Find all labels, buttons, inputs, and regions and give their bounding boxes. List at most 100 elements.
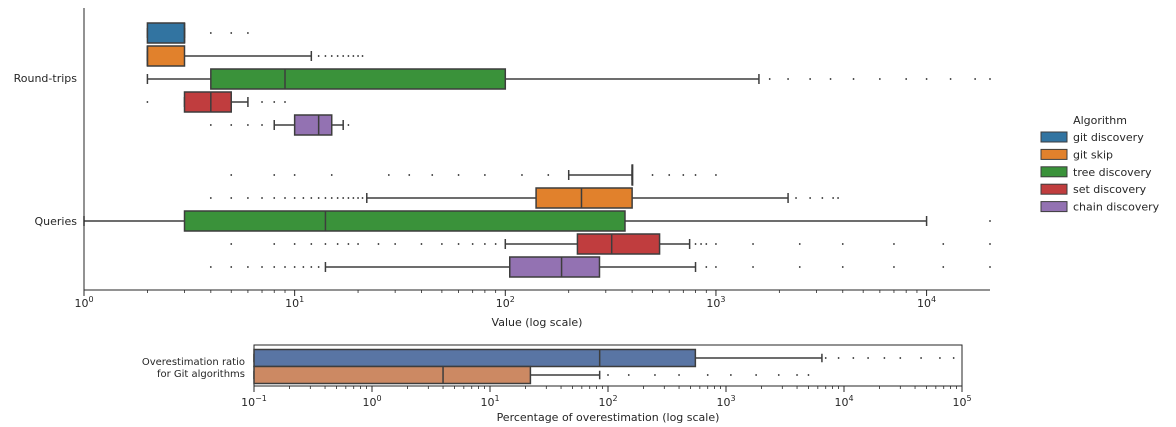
- ratio-box-git-skip-flier: [807, 374, 810, 376]
- box-round-trips-tree-discovery-flier: [989, 78, 991, 80]
- box-queries-git-discovery-flier: [668, 174, 671, 176]
- box-queries-git-skip-flier: [795, 197, 797, 199]
- box-queries-chain-discovery-flier: [893, 266, 895, 268]
- box-queries-set-discovery-flier: [324, 243, 327, 245]
- box-round-trips-chain-discovery-flier: [347, 124, 350, 126]
- ratio-box-git-skip-flier: [777, 374, 780, 376]
- box-round-trips-git-skip-flier: [352, 55, 355, 57]
- legend-swatch-git-skip: [1040, 148, 1068, 160]
- box-queries-set-discovery-flier: [377, 243, 380, 245]
- box-queries-git-discovery-flier: [431, 174, 434, 176]
- box-queries-git-skip-flier: [247, 197, 249, 199]
- box-queries-set-discovery-flier: [440, 243, 443, 245]
- box-queries-chain-discovery-box: [509, 256, 601, 278]
- ratio-x-tick-label: 101: [480, 394, 499, 409]
- legend-title: Algorithm: [1073, 114, 1127, 127]
- box-round-trips-tree-discovery-flier: [949, 78, 952, 80]
- box-queries-git-discovery-flier: [330, 174, 333, 176]
- box-queries-git-skip-flier: [342, 197, 345, 199]
- ratio-x-tick-label: 103: [716, 394, 735, 409]
- main-x-tick-label: 100: [74, 295, 93, 310]
- box-queries-set-discovery-flier: [989, 243, 991, 245]
- box-queries-git-skip-flier: [310, 197, 313, 199]
- ratio-box-git-discovery-flier: [837, 357, 840, 359]
- box-round-trips-chain-discovery-flier: [230, 124, 233, 126]
- category-label-queries: Queries: [35, 215, 78, 228]
- box-round-trips-tree-discovery-flier: [974, 78, 977, 80]
- ratio-box-git-skip-flier: [706, 374, 709, 376]
- ratio-x-tick-label: 105: [952, 394, 971, 409]
- box-round-trips-tree-discovery-flier: [905, 78, 908, 80]
- ratio-box-git-discovery-flier: [852, 357, 855, 359]
- box-round-trips-chain-discovery-flier: [261, 124, 263, 126]
- box-queries-git-skip-flier: [837, 197, 839, 199]
- main-x-tick-label: 104: [917, 295, 936, 310]
- box-round-trips-tree-discovery-flier: [809, 78, 812, 80]
- box-queries-tree-discovery-flier: [989, 220, 991, 222]
- box-queries-git-discovery-flier: [682, 174, 685, 176]
- box-queries-git-skip-flier: [273, 197, 276, 199]
- ratio-box-git-discovery-flier: [867, 357, 869, 359]
- box-queries-set-discovery-flier: [700, 243, 702, 245]
- ratio-box-git-skip-flier: [678, 374, 680, 376]
- box-queries-chain-discovery-flier: [261, 266, 263, 268]
- box-queries-git-discovery-flier: [547, 174, 550, 176]
- box-queries-git-discovery-flier: [483, 174, 486, 176]
- ratio-box-git-discovery-flier: [883, 357, 886, 359]
- box-round-trips-chain-discovery-flier: [209, 124, 212, 126]
- box-queries-set-discovery-flier: [357, 243, 359, 245]
- ratio-x-axis-label: Percentage of overestimation (log scale): [497, 411, 720, 424]
- box-round-trips-set-discovery-flier: [146, 101, 149, 103]
- legend-label-git-skip: git skip: [1073, 148, 1113, 161]
- box-queries-git-skip-flier: [357, 197, 359, 199]
- main-boxes: [83, 22, 991, 278]
- box-queries-git-skip-flier: [330, 197, 333, 199]
- box-round-trips-tree-discovery-box: [210, 68, 507, 90]
- box-round-trips-git-discovery-flier: [247, 32, 249, 34]
- box-queries-set-discovery-flier: [457, 243, 460, 245]
- box-round-trips-chain-discovery-box: [293, 114, 333, 136]
- box-queries-git-skip-flier: [284, 197, 286, 199]
- box-round-trips-git-skip-box: [146, 45, 186, 67]
- ratio-box-git-skip-flier: [755, 374, 758, 376]
- box-queries-git-discovery-flier: [273, 174, 276, 176]
- box-queries-set-discovery-flier: [494, 243, 497, 245]
- box-round-trips-set-discovery-box: [183, 91, 232, 113]
- box-round-trips-git-skip-flier: [347, 55, 350, 57]
- box-queries-set-discovery-box: [576, 233, 661, 255]
- box-queries-set-discovery-flier: [273, 243, 276, 245]
- box-queries-git-discovery-flier: [457, 174, 460, 176]
- ratio-boxes: [253, 348, 955, 385]
- legend-swatch-tree-discovery: [1040, 166, 1068, 178]
- box-queries-chain-discovery-flier: [273, 266, 276, 268]
- legend-items: git discovery git skip tree discovery set d…: [1040, 131, 1160, 214]
- ratio-boxplot-chart: 10−1 100 101 102 103 104 105 Overestimation ra…: [142, 344, 972, 424]
- box-round-trips-git-discovery-flier: [230, 32, 233, 34]
- box-queries-set-discovery-flier: [798, 243, 801, 245]
- ratio-box-git-skip-flier: [654, 374, 656, 376]
- box-round-trips-set-discovery-flier: [284, 101, 286, 103]
- box-queries-chain-discovery-flier: [247, 266, 249, 268]
- box-round-trips-git-skip-flier: [336, 55, 339, 57]
- main-x-axis-label: Value (log scale): [492, 316, 583, 329]
- ratio-box-git-skip-flier: [729, 374, 732, 376]
- box-queries-git-skip-flier: [361, 197, 364, 199]
- box-round-trips-git-discovery-box: [146, 22, 186, 44]
- box-queries-git-discovery-flier: [293, 174, 296, 176]
- box-queries-git-skip-flier: [352, 197, 355, 199]
- box-queries-git-skip-flier: [261, 197, 263, 199]
- legend-label-set-discovery: set discovery: [1073, 183, 1147, 196]
- box-round-trips-tree-discovery-flier: [829, 78, 832, 80]
- ratio-x-tick-label: 102: [598, 394, 617, 409]
- box-queries-git-discovery-flier: [387, 174, 390, 176]
- box-queries-set-discovery-flier: [841, 243, 844, 245]
- box-round-trips-git-discovery-flier: [209, 32, 212, 34]
- ratio-box-git-discovery-box: [253, 348, 697, 368]
- box-queries-git-skip-box: [535, 187, 633, 209]
- box-queries-chain-discovery-flier: [293, 266, 296, 268]
- box-queries-git-skip-flier: [302, 197, 305, 199]
- box-round-trips-tree-discovery-flier: [768, 78, 771, 80]
- box-queries-set-discovery-flier: [705, 243, 708, 245]
- box-queries-chain-discovery-flier: [942, 266, 945, 268]
- box-queries-git-skip-flier: [324, 197, 327, 199]
